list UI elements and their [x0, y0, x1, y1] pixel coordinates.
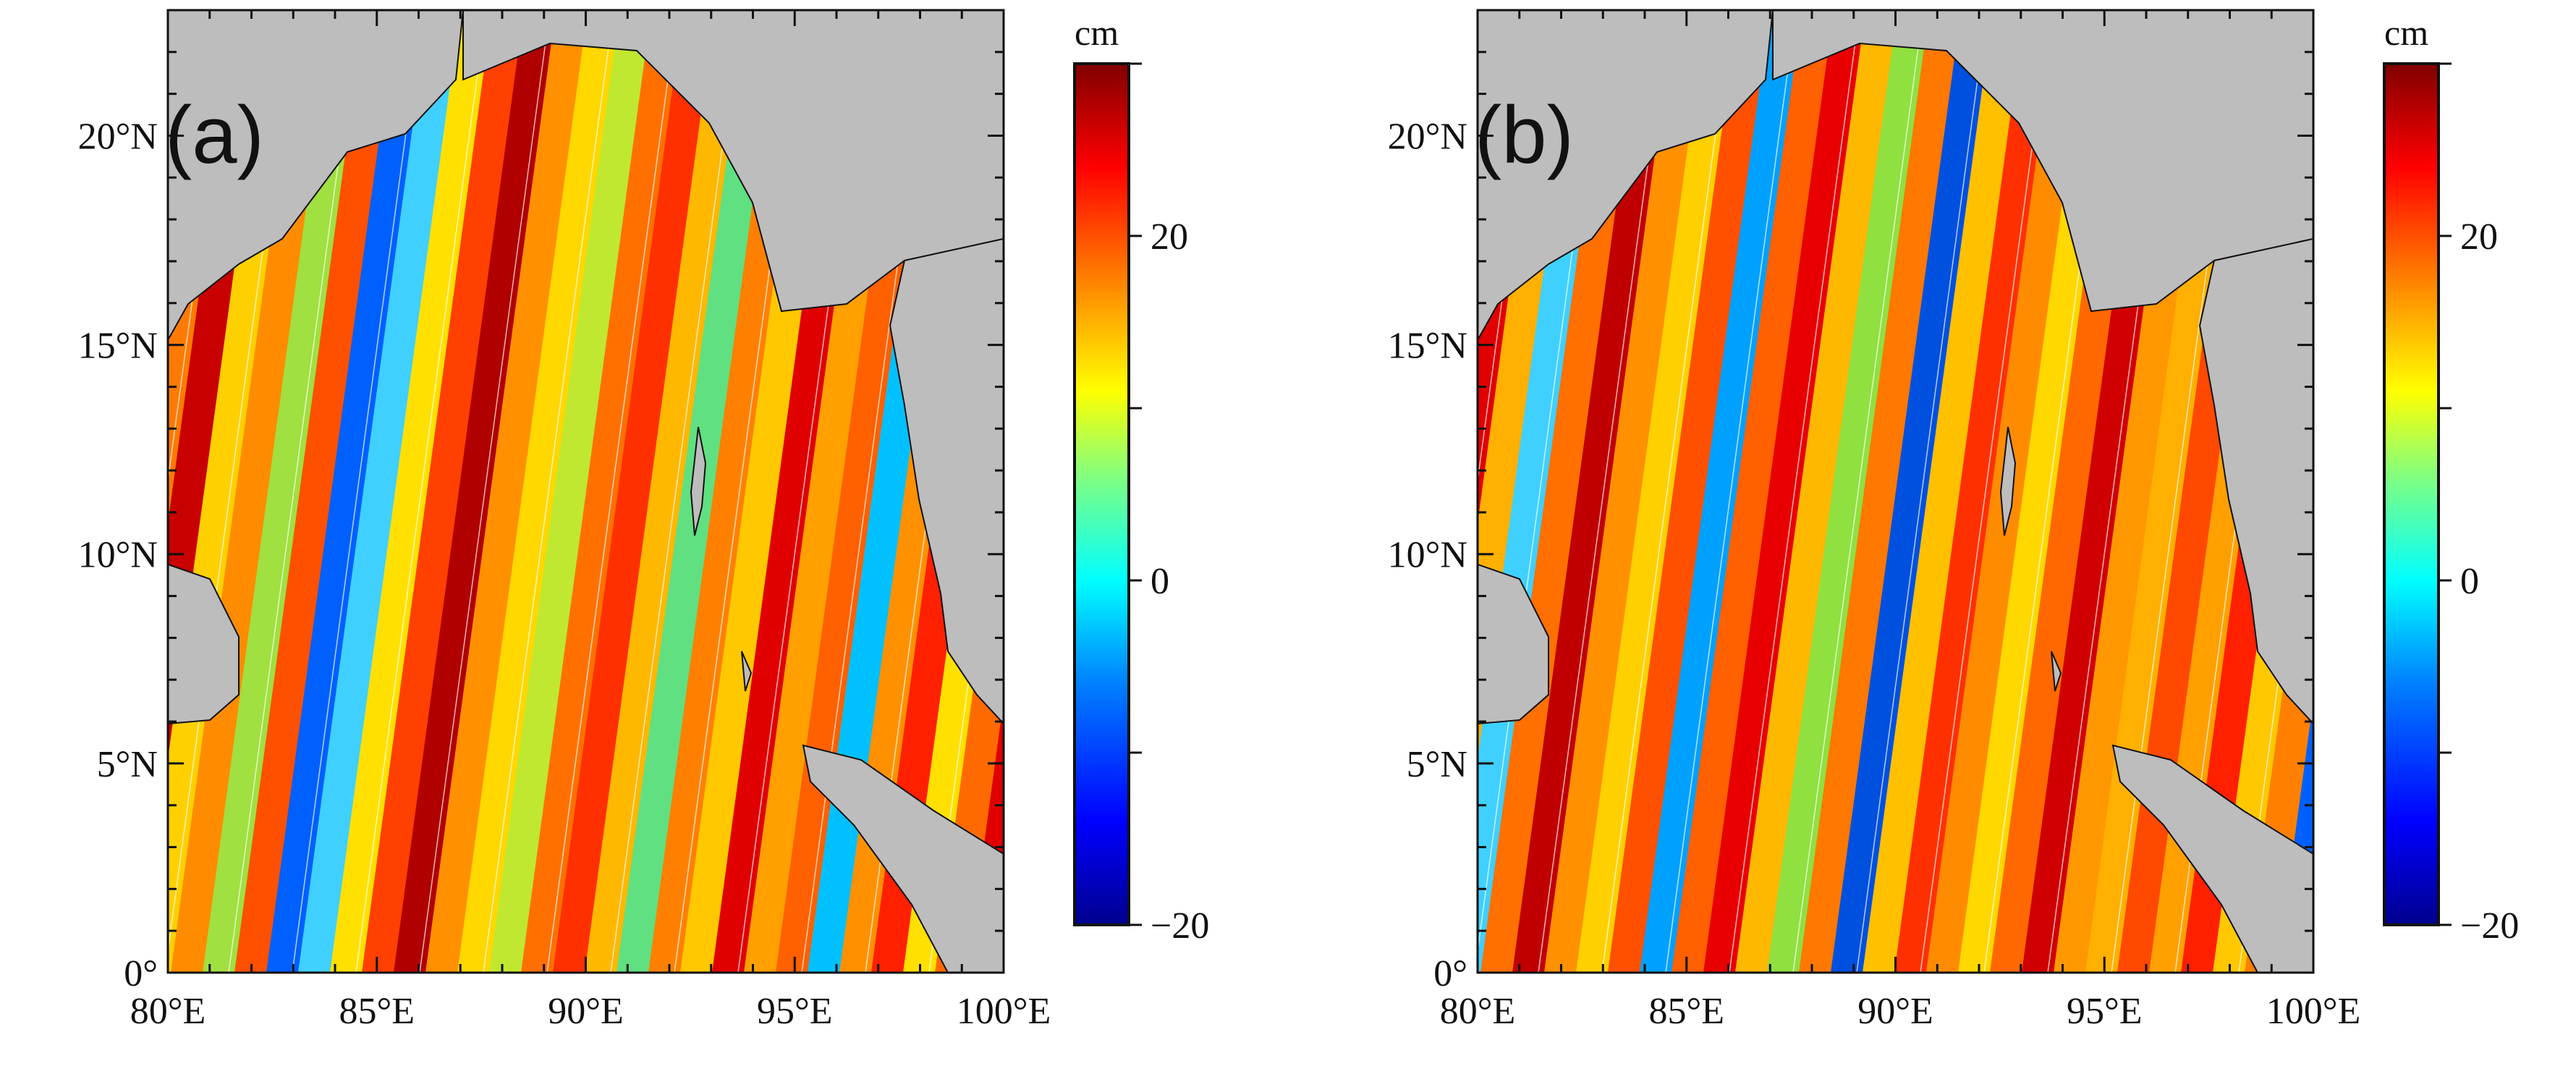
colorbar-gradient: [2383, 62, 2440, 926]
ssh-swath: [1767, 10, 1930, 973]
colorbar-tick-label: −20: [1151, 905, 1209, 947]
land-myanmar: [889, 237, 1004, 725]
axis-ticks: 80°E 85°E 90°E 95°E 100°E 0° 5°N 10°N 15°N 20°N: [1388, 9, 2361, 1032]
axis-ticks: 80°E 85°E 90°E 95°E 100°E 0° 5°N 10°N 15°N 20°N: [78, 9, 1051, 1032]
lat-tick-label: 5°N: [97, 744, 158, 785]
satellite-track: [610, 10, 742, 973]
lat-tick-label: 10°N: [1388, 535, 1467, 576]
lat-tick-label: 20°N: [78, 116, 158, 157]
land-sri-lanka: [168, 563, 240, 725]
land-north-coast: [462, 10, 1004, 313]
lon-tick-label: 80°E: [130, 991, 206, 1032]
colorbar-tick-label: −20: [2460, 905, 2519, 947]
lon-tick-label: 90°E: [1857, 991, 1933, 1032]
panel-a: 80°E 85°E 90°E 95°E 100°E 0° 5°N 10°N 15°N 20°N (…: [78, 9, 1051, 1032]
colorbar-unit: cm: [2384, 12, 2428, 53]
satellite-track: [1729, 10, 1860, 973]
lon-tick-label: 90°E: [548, 991, 624, 1032]
colorbar-gradient: [1073, 62, 1130, 926]
lat-tick-label: 0°: [1433, 953, 1467, 994]
colorbar-tick-label: 20: [2460, 216, 2498, 258]
ssh-swath: [1480, 10, 1643, 973]
ssh-swath: [203, 10, 365, 973]
colorbar-ticks: −20 0 20: [2439, 62, 2519, 947]
ssh-swath: [168, 10, 302, 973]
lat-tick-label: 15°N: [78, 326, 158, 367]
ssh-swath: [1512, 10, 1675, 973]
satellite-track: [1538, 10, 1669, 973]
satellite-track: [483, 10, 614, 973]
satellite-track: [1665, 10, 1797, 973]
lon-tick-label: 95°E: [2067, 991, 2143, 1032]
land-andaman-islands: [1999, 426, 2017, 536]
colorbar-ticks: −20 0 20: [1129, 62, 1209, 947]
ssh-swath: [1544, 10, 1707, 973]
colorbar-tick-label: 0: [2460, 561, 2479, 602]
satellite-track: [1856, 10, 1988, 973]
ssh-swath: [457, 10, 620, 973]
ssh-swath: [1894, 10, 2057, 973]
land-myanmar: [2198, 237, 2313, 725]
satellite-track: [1920, 10, 2051, 973]
land-nicobar-islands: [2051, 651, 2062, 692]
satellite-track: [228, 10, 360, 973]
lon-tick-label: 85°E: [1648, 991, 1724, 1032]
ssh-swath: [1640, 10, 1802, 973]
ssh-swath: [171, 10, 334, 973]
satellite-track: [546, 10, 678, 973]
ssh-swath: [1478, 10, 1611, 973]
panel-b: 80°E 85°E 90°E 95°E 100°E 0° 5°N 10°N 15°N 20°N (…: [1388, 9, 2361, 1032]
colorbar-tick-label: 20: [1151, 216, 1188, 258]
satellite-track: [1792, 10, 1924, 973]
lon-tick-label: 100°E: [2266, 991, 2361, 1032]
panel-label: (b): [1475, 90, 1574, 180]
lat-tick-label: 0°: [124, 953, 158, 994]
lon-tick-label: 80°E: [1440, 991, 1516, 1032]
satellite-track: [355, 10, 487, 973]
ssh-swath: [266, 10, 429, 973]
ssh-swath: [553, 10, 716, 973]
satellite-track: [292, 10, 423, 973]
lat-tick-label: 20°N: [1388, 116, 1467, 157]
ssh-swath: [362, 10, 525, 973]
colorbar-a: cm −20 0 20: [1073, 12, 1209, 947]
land-india: [1478, 10, 1774, 342]
ssh-swath: [298, 10, 461, 973]
land-india: [168, 10, 465, 342]
ssh-swath: [1735, 10, 1898, 973]
ssh-swath: [585, 10, 747, 973]
ssh-swath: [1799, 10, 1962, 973]
ssh-swath: [394, 10, 556, 973]
colorbar-tick-label: 0: [1151, 561, 1169, 602]
lon-tick-label: 100°E: [957, 991, 1051, 1032]
ssh-swath: [1703, 10, 1866, 973]
satellite-track: [1601, 10, 1733, 973]
ssh-swath: [234, 10, 397, 973]
satellite-track: [419, 10, 551, 973]
land-sumatra: [2111, 744, 2313, 973]
ssh-swath: [489, 10, 652, 973]
ssh-swath: [1608, 10, 1771, 973]
lat-tick-label: 5°N: [1407, 744, 1467, 785]
ssh-swath: [1576, 10, 1739, 973]
land-sri-lanka: [1478, 563, 1549, 725]
lat-tick-label: 10°N: [78, 535, 158, 576]
colorbar-b: cm −20 0 20: [2383, 12, 2519, 947]
ssh-swath: [1863, 10, 2025, 973]
ssh-swath: [1831, 10, 1994, 973]
ssh-swath: [1672, 10, 1834, 973]
lon-tick-label: 85°E: [339, 991, 415, 1032]
land-north-coast: [1772, 10, 2313, 313]
land-andaman-islands: [690, 426, 707, 536]
ssh-swath: [330, 10, 493, 973]
ssh-swath: [521, 10, 684, 973]
land-nicobar-islands: [741, 651, 753, 692]
panel-label: (a): [165, 90, 264, 180]
lat-tick-label: 15°N: [1388, 326, 1467, 367]
land-sumatra: [802, 744, 1004, 973]
ssh-swath: [425, 10, 588, 973]
colorbar-unit: cm: [1075, 12, 1119, 53]
lon-tick-label: 95°E: [757, 991, 833, 1032]
